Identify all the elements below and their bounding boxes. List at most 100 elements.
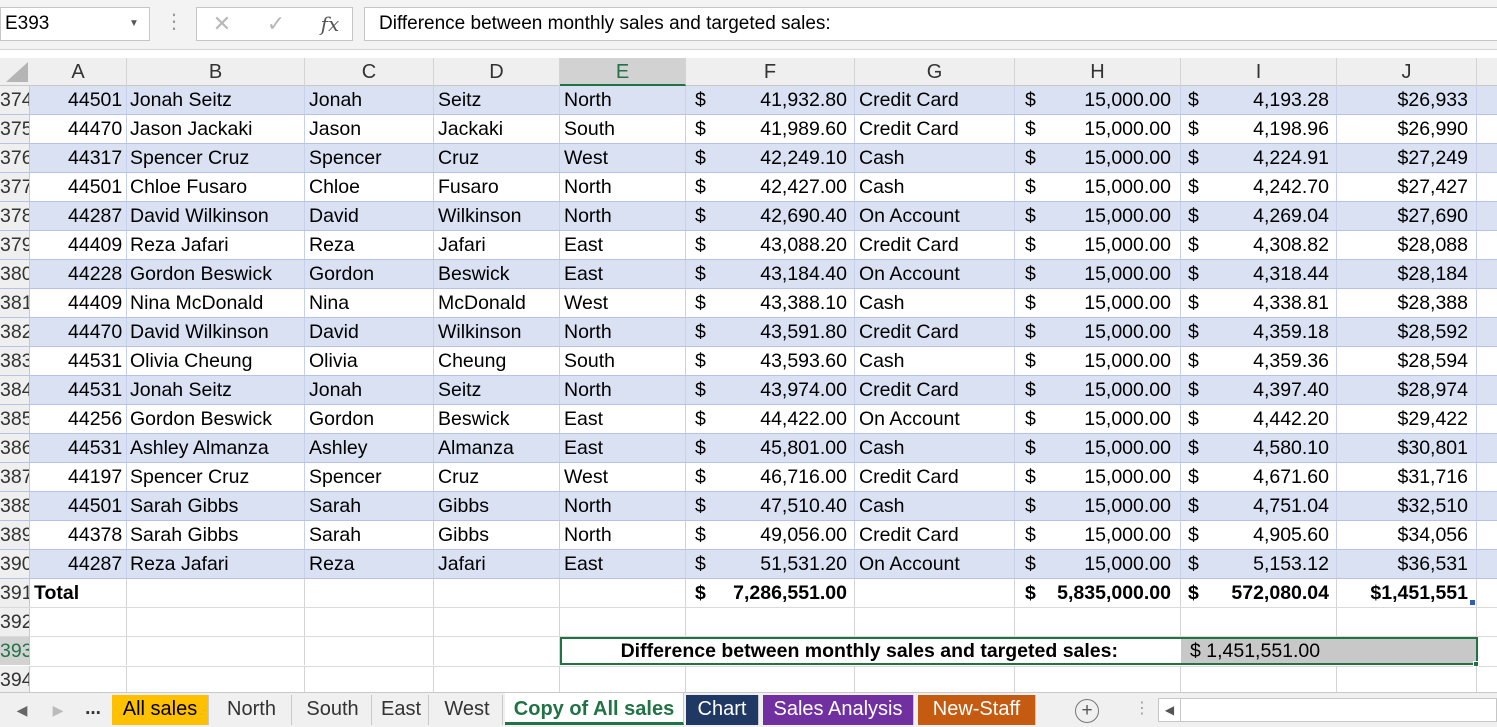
cell-h-currency[interactable]: $ <box>1025 118 1036 140</box>
cell-f[interactable]: 47,510.40 <box>760 495 847 517</box>
cell-c[interactable]: Chloe <box>309 176 360 198</box>
cell-h-currency[interactable]: $ <box>1025 379 1036 401</box>
cell-e[interactable]: North <box>564 321 612 343</box>
column-header-d[interactable]: D <box>434 58 560 86</box>
cell-d[interactable]: Gibbs <box>438 495 489 517</box>
cell-e[interactable]: East <box>564 437 604 459</box>
cell-f[interactable]: 43,088.20 <box>760 234 847 256</box>
cell-j[interactable]: $28,974 <box>1397 379 1469 401</box>
cell-i[interactable]: 4,242.70 <box>1253 176 1329 198</box>
cell-g[interactable]: Cash <box>859 292 905 314</box>
scroll-left-icon[interactable]: ◀ <box>1159 699 1181 721</box>
cell-f-currency[interactable]: $ <box>695 118 706 140</box>
cell-j[interactable]: $28,088 <box>1397 234 1469 256</box>
row-header[interactable]: 381 <box>0 289 30 317</box>
cell-h[interactable]: 15,000.00 <box>1084 176 1171 198</box>
cell-i-currency[interactable]: $ <box>1188 263 1199 285</box>
cell-g[interactable]: On Account <box>859 408 960 430</box>
cell-f-currency[interactable]: $ <box>695 524 706 546</box>
formula-bar-grip-icon[interactable]: ⋮ <box>164 11 184 33</box>
insert-function-icon[interactable]: fx <box>320 12 340 36</box>
column-header-e[interactable]: E <box>560 58 686 86</box>
cell-i[interactable]: 4,397.40 <box>1253 379 1329 401</box>
cell-c[interactable]: Gordon <box>309 408 375 430</box>
cell-c[interactable]: Spencer <box>309 466 382 488</box>
cell-b[interactable]: Ashley Almanza <box>130 437 269 459</box>
cell-e[interactable]: West <box>564 466 609 488</box>
cell-f[interactable]: 43,591.80 <box>760 321 847 343</box>
cell-a[interactable]: 44409 <box>68 234 123 256</box>
cell-f[interactable]: 41,989.60 <box>760 118 847 140</box>
row-header[interactable]: 386 <box>0 434 30 462</box>
cell-f[interactable]: 43,184.40 <box>760 263 847 285</box>
cell-i-currency[interactable]: $ <box>1188 205 1199 227</box>
cell-h-currency[interactable]: $ <box>1025 495 1036 517</box>
cell-g[interactable]: Credit Card <box>859 379 959 401</box>
cancel-icon[interactable]: ✕ <box>212 11 232 36</box>
cell-i[interactable]: 4,359.18 <box>1253 321 1329 343</box>
cell-j[interactable]: $32,510 <box>1397 495 1469 517</box>
cell-j[interactable]: $28,388 <box>1397 292 1469 314</box>
cell-h[interactable]: 15,000.00 <box>1084 118 1171 140</box>
sheet-tab-west[interactable]: West <box>432 695 503 725</box>
cell-e[interactable]: North <box>564 495 612 517</box>
cell-a[interactable]: 44228 <box>68 263 123 285</box>
cell-i-currency[interactable]: $ <box>1188 466 1199 488</box>
cell-h-currency[interactable]: $ <box>1025 321 1036 343</box>
cell-b[interactable]: Nina McDonald <box>130 292 264 314</box>
cell-h[interactable]: 15,000.00 <box>1084 321 1171 343</box>
cell-h[interactable]: 15,000.00 <box>1084 263 1171 285</box>
tab-split-grip-icon[interactable]: ⋮ <box>1134 700 1150 717</box>
cell-b[interactable]: Jonah Seitz <box>130 89 232 111</box>
cell-f-currency[interactable]: $ <box>695 350 706 372</box>
cell-f[interactable]: 51,531.20 <box>760 553 847 575</box>
cell-g[interactable]: On Account <box>859 553 960 575</box>
cell-a[interactable]: 44531 <box>68 379 123 401</box>
cell-f[interactable]: 45,801.00 <box>760 437 847 459</box>
cell-a[interactable]: 44531 <box>68 437 123 459</box>
cell-e[interactable]: North <box>564 524 612 546</box>
cell-e[interactable]: East <box>564 408 604 430</box>
cell-i[interactable]: 4,224.91 <box>1253 147 1329 169</box>
row-header[interactable]: 390 <box>0 550 30 578</box>
cell-h[interactable]: 15,000.00 <box>1084 147 1171 169</box>
cell-g[interactable]: Cash <box>859 350 905 372</box>
cell-f-currency[interactable]: $ <box>695 176 706 198</box>
total-f[interactable]: 7,286,551.00 <box>733 582 847 604</box>
cell-h-currency[interactable]: $ <box>1025 350 1036 372</box>
sheet-tab-all-sales[interactable]: All sales <box>112 695 209 725</box>
cell-d[interactable]: Wilkinson <box>438 205 522 227</box>
cell-c[interactable]: Ashley <box>309 437 368 459</box>
cell-f-currency[interactable]: $ <box>695 89 706 111</box>
cell-j[interactable]: $34,056 <box>1397 524 1469 546</box>
cell-h-currency[interactable]: $ <box>1025 553 1036 575</box>
cell-d[interactable]: Fusaro <box>438 176 499 198</box>
cell-h[interactable]: 15,000.00 <box>1084 437 1171 459</box>
difference-label[interactable]: Difference between monthly sales and tar… <box>620 640 1118 662</box>
cell-i[interactable]: 4,338.81 <box>1253 292 1329 314</box>
sheet-tab-sales-analysis[interactable]: Sales Analysis <box>763 695 914 725</box>
cell-f-currency[interactable]: $ <box>695 147 706 169</box>
total-label[interactable]: Total <box>34 582 80 604</box>
cell-f-currency[interactable]: $ <box>695 408 706 430</box>
cell-h-currency[interactable]: $ <box>1025 437 1036 459</box>
column-header-b[interactable]: B <box>127 58 305 86</box>
cell-g[interactable]: Cash <box>859 495 905 517</box>
cell-d[interactable]: Jafari <box>438 234 486 256</box>
cell-j[interactable]: $30,801 <box>1397 437 1469 459</box>
column-header-g[interactable]: G <box>855 58 1015 86</box>
cell-f-currency[interactable]: $ <box>695 553 706 575</box>
cell-a[interactable]: 44317 <box>68 147 123 169</box>
cell-b[interactable]: Gordon Beswick <box>130 408 272 430</box>
cell-a[interactable]: 44409 <box>68 292 123 314</box>
cell-i-currency[interactable]: $ <box>1188 524 1199 546</box>
cell-h[interactable]: 15,000.00 <box>1084 524 1171 546</box>
horizontal-scrollbar[interactable]: ◀ <box>1158 698 1497 722</box>
cell-i-currency[interactable]: $ <box>1188 118 1199 140</box>
cell-h-currency[interactable]: $ <box>1025 408 1036 430</box>
cell-h-currency[interactable]: $ <box>1025 524 1036 546</box>
column-header-c[interactable]: C <box>305 58 434 86</box>
column-header-j[interactable]: J <box>1337 58 1477 86</box>
cell-a[interactable]: 44501 <box>68 89 123 111</box>
cell-i-currency[interactable]: $ <box>1188 292 1199 314</box>
